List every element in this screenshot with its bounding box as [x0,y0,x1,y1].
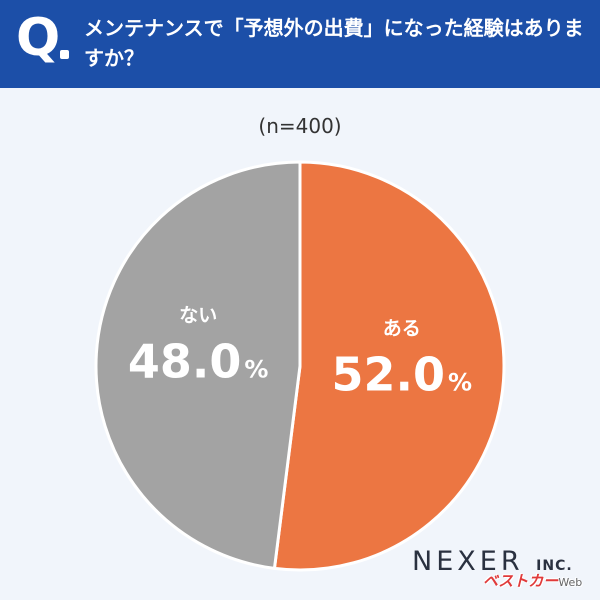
brand-main: NEXER [412,546,524,577]
slice-value-2: 48.0% [128,335,269,389]
sample-size-label: (n=400) [258,114,342,138]
pie-slice-1 [272,160,506,572]
slice-value-1: 52.0% [332,347,473,401]
watermark: ベストカーWeb [483,570,582,591]
pie-slice-2 [94,160,302,571]
slice-label-2: ない [179,305,217,327]
slice-label-1: ある [383,317,421,339]
brand-logo: NEXER INC. [412,546,573,577]
question-text: メンテナンスで「予想外の出費」になった経験はありますか？ [84,16,584,70]
q-dot [60,50,69,59]
question-header: Q メンテナンスで「予想外の出費」になった経験はありますか？ [0,0,600,88]
q-mark: Q [16,8,61,68]
watermark-suffix: Web [558,576,583,589]
watermark-text: ベストカー [483,572,559,590]
brand-sub: INC. [536,558,573,574]
